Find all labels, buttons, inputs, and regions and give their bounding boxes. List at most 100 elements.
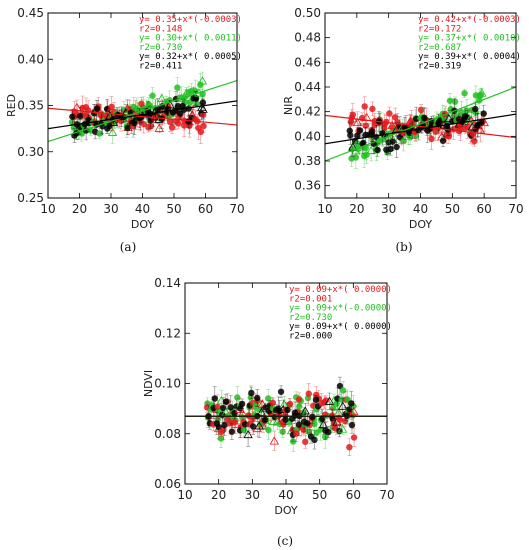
regression-annotation: r2=0.730 [289, 313, 332, 323]
y-tick-label: 0.08 [154, 427, 181, 441]
regression-annotation: y= 0.32+x*( 0.0005) [139, 52, 242, 62]
data-point [265, 426, 272, 434]
data-point [309, 413, 316, 421]
data-point [352, 154, 360, 161]
regression-line [48, 107, 237, 126]
data-point [421, 114, 428, 122]
regression-annotation: r2=0.148 [139, 24, 182, 34]
data-point [321, 433, 329, 441]
data-point-triangle [103, 108, 114, 117]
data-point [275, 405, 282, 412]
data-point-triangle [300, 406, 310, 415]
data-point [424, 127, 431, 134]
data-point [254, 394, 261, 402]
panel-label: (a) [120, 240, 137, 254]
data-point [295, 396, 303, 403]
x-tick-label: 30 [381, 202, 396, 216]
regression-annotation: r2=0.411 [139, 62, 182, 72]
y-axis-label: RED [5, 94, 18, 117]
data-point-triangle [230, 419, 241, 428]
data-point [441, 115, 448, 122]
panel-label: (b) [395, 240, 412, 254]
data-point [374, 146, 381, 154]
y-tick-label: 0.12 [154, 326, 181, 340]
y-tick-label: 0.45 [17, 6, 44, 20]
data-point-triangle [349, 406, 359, 416]
data-point [356, 127, 364, 134]
y-tick-label: 0.38 [294, 154, 321, 168]
data-point-triangle [107, 127, 118, 136]
y-tick-label: 0.30 [17, 145, 44, 159]
data-point [282, 416, 289, 423]
data-point-triangle [366, 145, 376, 155]
chart-panel-b: 10 20 30 40 50 60 70 0.36 0.38 0.40 0.42 0.44 0.46 0.… [282, 6, 524, 254]
x-tick-label: 40 [135, 202, 150, 216]
panel-label: (c) [277, 534, 293, 548]
data-point [472, 105, 479, 113]
data-point [106, 122, 113, 130]
y-tick-label: 0.40 [294, 129, 321, 143]
data-point [222, 398, 230, 405]
data-point [180, 122, 188, 129]
y-tick-label: 0.40 [17, 52, 44, 66]
data-point [240, 426, 248, 434]
data-point-triangle [254, 421, 264, 430]
data-point [277, 388, 285, 395]
data-point-triangle [387, 120, 397, 129]
data-point [336, 382, 344, 390]
data-point [341, 417, 349, 425]
regression-line [325, 113, 516, 145]
data-point [346, 443, 353, 451]
data-point [348, 400, 355, 407]
data-point-triangle [198, 104, 208, 113]
x-tick-label: 50 [445, 202, 460, 216]
data-point [464, 114, 471, 121]
data-point [219, 404, 227, 412]
data-point [348, 421, 356, 429]
data-point [461, 90, 468, 97]
x-tick-label: 10 [317, 202, 332, 216]
data-point [361, 103, 368, 110]
data-point [265, 395, 272, 402]
y-tick-label: 0.36 [294, 179, 321, 193]
x-tick-label: 60 [346, 488, 361, 502]
data-point [214, 403, 221, 410]
data-point [93, 105, 101, 112]
y-tick-label: 0.50 [294, 6, 321, 20]
data-point [221, 421, 228, 429]
chart-panel-a: 10 20 30 40 50 60 70 0.25 0.30 0.35 0.40 0.45 DOY RED… [5, 6, 245, 254]
data-point [77, 112, 84, 120]
data-point [227, 404, 235, 411]
data-point [363, 151, 370, 158]
data-point [200, 122, 207, 130]
y-axis-label: NIR [282, 96, 295, 115]
data-point [360, 139, 367, 147]
data-point [369, 105, 376, 113]
x-tick-label: 20 [211, 488, 226, 502]
data-point [333, 400, 340, 407]
data-point [311, 436, 318, 444]
data-point [471, 137, 478, 145]
regression-line [48, 79, 237, 143]
x-tick-label: 20 [349, 202, 364, 216]
y-tick-label: 0.46 [294, 55, 321, 69]
regression-annotation: r2=0.172 [418, 24, 461, 34]
regression-annotation: r2=0.001 [289, 294, 332, 304]
data-point [192, 95, 200, 102]
data-point [392, 114, 399, 121]
chart-panel-c: 10 20 30 40 50 60 70 0.06 0.08 0.10 0.12 0.14 DOY NDV… [142, 276, 395, 548]
x-tick-label: 70 [379, 488, 394, 502]
y-tick-label: 0.14 [154, 276, 181, 290]
data-point [354, 132, 361, 139]
x-tick-label: 10 [40, 202, 55, 216]
data-point [238, 400, 246, 408]
data-point [154, 106, 161, 113]
data-point-triangle [197, 76, 208, 85]
data-point [168, 124, 176, 131]
x-tick-label: 10 [177, 488, 192, 502]
data-point [339, 387, 347, 394]
data-point [286, 400, 294, 408]
data-point [234, 394, 241, 401]
data-point-triangle [157, 93, 167, 103]
